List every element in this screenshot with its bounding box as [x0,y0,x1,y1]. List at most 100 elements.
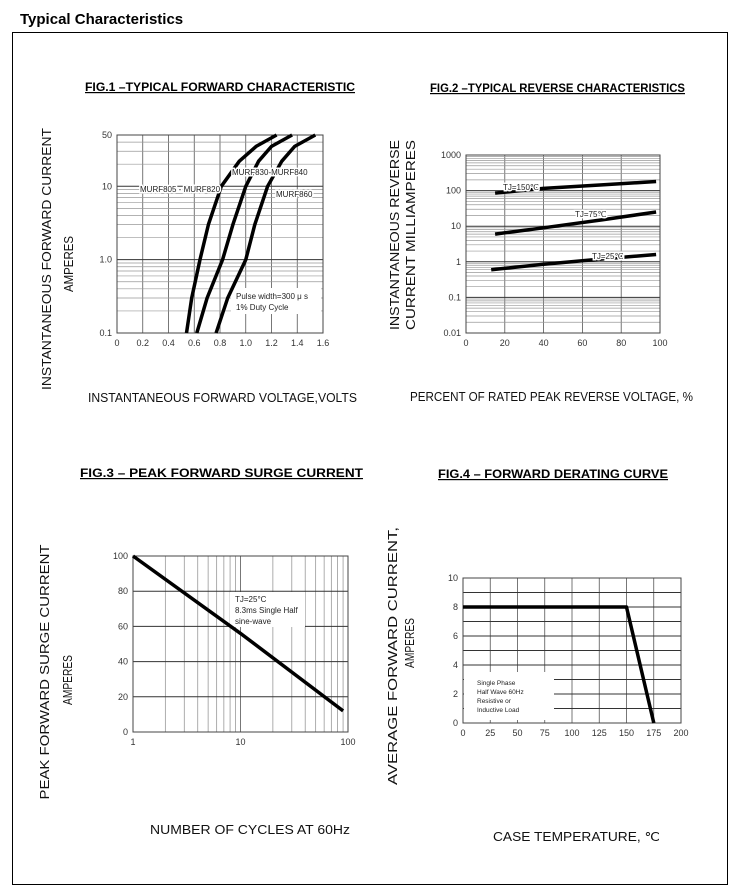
chart-title: FIG.3 – PEAK FORWARD SURGE CURRENT [80,466,364,480]
chart-title: FIG.4 – FORWARD DERATING CURVE [438,467,668,481]
annotation-box [230,592,305,627]
y-tick-label: 50 [102,130,112,140]
series-label: TJ=150℃ [503,183,539,192]
annotation-text: Half Wave 60Hz [477,689,524,696]
y-tick-label: 0.01 [443,328,461,338]
y-tick-label: 20 [118,692,128,702]
annotation-text: Pulse width=300 μ s [236,292,308,301]
series-label: MURF830-MURF840 [232,168,308,177]
x-tick-label: 80 [616,338,626,348]
chart-fig3: 1 10 100 0 20 40 60 80 100 TJ=25°C 8.3ms Single Ha… [38,466,364,837]
x-tick-label: 40 [539,338,549,348]
x-tick-label: 0.6 [188,338,201,348]
x-tick-label: 0.2 [136,338,149,348]
x-tick-label: 20 [500,338,510,348]
series-line-1 [494,179,657,195]
y-tick-label: 0.1 [99,328,112,338]
x-tick-label: 175 [646,728,661,738]
y-tick-label: 1 [456,257,461,267]
x-tick-label: 200 [673,728,688,738]
x-axis-label: NUMBER OF CYCLES AT 60Hz [150,823,350,837]
y-axis-label: AMPERES [61,655,75,705]
x-tick-label: 1 [130,737,135,747]
chart-fig1: 0 0.2 0.4 0.6 0.8 1.0 1.2 1.4 1.6 0.1 1.0 10 50 Pulse… [40,80,357,405]
annotation-text: Inductive Load [477,707,520,714]
y-tick-label: 10 [448,573,458,583]
y-axis-label: INSTANTANEOUS FORWARD CURRENT [40,128,54,390]
annotation-box [464,672,554,720]
x-tick-label: 150 [619,728,634,738]
y-tick-label: 100 [113,551,128,561]
y-tick-label: 0 [123,727,128,737]
x-tick-label: 0.4 [162,338,175,348]
x-axis-label: INSTANTANEOUS FORWARD VOLTAGE,VOLTS [88,391,357,405]
y-axis-label: PEAK FORWARD SURGE CURRENT [38,544,52,799]
plot-frame [132,555,349,733]
x-tick-label: 25 [485,728,495,738]
series-line-1 [184,133,278,334]
x-tick-label: 0 [114,338,119,348]
y-axis-label: INSTANTANEOUS REVERSE [388,140,402,330]
plot-frame [116,134,324,334]
series-line-2 [494,210,657,236]
chart-fig4: 0 25 50 75 100 125 150 175 200 0 2 4 6 8 10 Single Phas… [386,467,689,844]
x-tick-label: 1.6 [317,338,330,348]
grid [132,555,349,733]
y-tick-label: 1000 [441,150,461,160]
annotation-text: TJ=25°C [235,595,267,604]
y-axis-label: AMPERES [62,236,76,292]
annotation-text: Resistive or [477,698,512,705]
y-tick-label: 0.1 [448,292,461,302]
series-line-1 [131,554,345,713]
x-tick-label: 1.0 [239,338,252,348]
annotation-text: sine-wave [235,617,272,626]
chart-title: FIG.2 –TYPICAL REVERSE CHARACTERISTICS [430,81,685,95]
x-tick-label: 100 [564,728,579,738]
y-axis-label: AMPERES [403,618,417,668]
y-axis-label: CURRENT MILLIAMPERES [404,140,418,330]
y-tick-label: 4 [453,660,458,670]
chart-title: FIG.1 –TYPICAL FORWARD CHARACTERISTIC [85,80,355,94]
x-axis-label: PERCENT OF RATED PEAK REVERSE VOLTAGE, % [410,390,693,404]
y-tick-label: 1.0 [99,255,112,265]
series-line-3 [214,133,317,334]
y-tick-label: 80 [118,586,128,596]
x-tick-label: 10 [235,737,245,747]
y-tick-label: 60 [118,621,128,631]
y-tick-label: 10 [102,181,112,191]
x-tick-label: 0.8 [214,338,227,348]
x-tick-label: 100 [340,737,355,747]
y-axis-label: AVERAGE FORWARD CURRENT, [386,527,400,785]
plot-frame [462,577,682,724]
y-tick-label: 2 [453,689,458,699]
x-tick-label: 60 [577,338,587,348]
x-axis-label: CASE TEMPERATURE, ℃ [493,830,660,844]
x-tick-label: 125 [592,728,607,738]
annotation-text: 8.3ms Single Half [235,606,298,615]
series-line-2 [195,133,293,334]
y-tick-label: 40 [118,657,128,667]
chart-fig2: 0 20 40 60 80 100 0.01 0.1 1 10 100 1000 TJ=150℃ TJ=7… [388,81,693,404]
y-tick-label: 8 [453,602,458,612]
annotation-box [231,288,321,314]
charts-container: 0 0.2 0.4 0.6 0.8 1.0 1.2 1.4 1.60.11.01050Pulse… [38,80,693,844]
y-tick-label: 0 [453,718,458,728]
page-frame [12,32,728,885]
y-tick-label: 6 [453,631,458,641]
series-label: TJ=75℃ [575,210,606,219]
x-tick-label: 1.2 [265,338,278,348]
series-label: TJ=25℃ [592,252,623,261]
x-tick-label: 0 [463,338,468,348]
series-label: MURF805 - MURF820 [140,185,221,194]
x-tick-label: 0 [460,728,465,738]
series-line-3 [491,252,657,272]
page-heading: Typical Characteristics [20,11,183,28]
series-label: MURF860 [276,190,313,199]
y-tick-label: 10 [451,221,461,231]
x-tick-label: 100 [652,338,667,348]
x-tick-label: 75 [540,728,550,738]
plot-frame [465,154,661,334]
annotation-text: Single Phase [477,680,516,687]
x-tick-label: 1.4 [291,338,304,348]
